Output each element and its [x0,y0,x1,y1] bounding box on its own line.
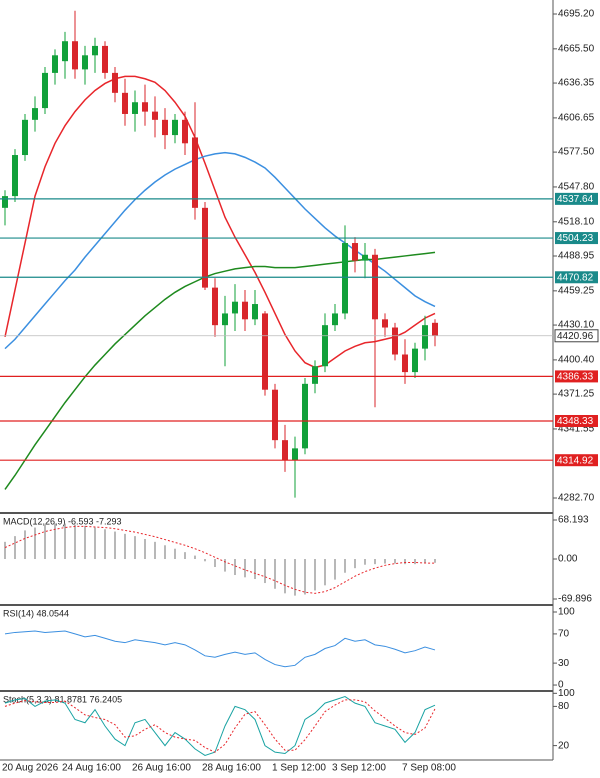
x-tick-label: 7 Sep 08:00 [402,763,456,774]
candle-body [262,313,268,390]
candle-body [92,45,98,56]
level-label: 4504.23 [557,233,594,244]
level-label-box [555,192,598,205]
x-tick-label: 3 Sep 12:00 [332,763,386,774]
candle-body [152,111,158,120]
indicator-line [4,696,436,756]
last-price-label: 4420.96 [557,331,594,342]
candle-body [352,243,358,261]
y-tick-label: 4665.50 [558,43,595,54]
candle-body [42,72,48,109]
y-tick-label: 4488.95 [558,251,595,262]
candle-body [362,254,368,261]
y-tick-label: 70 [558,629,570,640]
level-label: 4386.33 [557,372,594,383]
macd-signal [4,525,436,594]
y-tick-label: 20 [558,740,570,751]
y-tick-label: 4636.35 [558,78,595,89]
candle-body [82,55,88,70]
candle-body [12,155,18,197]
level-label-box [555,232,598,245]
candle-body [292,448,298,461]
level-label-box [555,271,598,284]
candle-body [222,313,228,326]
candle-body [52,55,58,73]
level-label: 4314.92 [557,455,594,466]
x-tick-label: 1 Sep 12:00 [272,763,326,774]
candle-body [162,119,168,136]
candle-body [172,119,178,136]
y-tick-label: 4606.65 [558,113,595,124]
candle-body [242,301,248,320]
y-tick-label: 100 [558,688,575,699]
candle-body [182,119,188,144]
candle-body [282,440,288,461]
y-tick-label: 30 [558,658,570,669]
x-tick-label: 26 Aug 16:00 [132,763,191,774]
y-tick-label: 4371.25 [558,389,595,400]
y-tick-label: 100 [558,607,575,618]
candle-body [22,119,28,156]
level-label: 4537.64 [557,194,594,205]
candle-body [62,41,68,62]
x-tick-label: 24 Aug 16:00 [62,763,121,774]
y-tick-label: -69.896 [558,594,592,605]
y-tick-label: 4518.10 [558,216,595,227]
candle-body [302,383,308,449]
candle-body [432,322,438,336]
candle-body [312,366,318,384]
panel-title: MACD(12,26,9) -6.593 -7.293 [3,516,122,526]
candle-body [122,92,128,114]
candle-body [332,313,338,326]
y-tick-label: 4577.50 [558,147,595,158]
y-tick-label: 0.00 [558,554,578,565]
candle-body [132,102,138,114]
x-tick-label: 28 Aug 16:00 [202,763,261,774]
y-tick-label: 4547.80 [558,182,595,193]
candle-body [202,207,208,288]
level-label-box [555,414,598,427]
candle-body [142,102,148,112]
indicator-line [4,630,436,668]
candle-body [212,287,218,326]
candle-body [342,243,348,314]
moving-average [4,75,436,369]
x-tick-label: 20 Aug 2026 [2,763,59,774]
y-tick-label: 0 [558,680,564,691]
panel-title: Stoch(5,3,3) 81.8781 76.2405 [3,694,122,704]
candle-body [192,137,198,208]
y-tick-label: 4341.55 [558,424,595,435]
y-tick-label: 4400.40 [558,355,595,366]
y-tick-label: 4430.10 [558,320,595,331]
candle-body [72,41,78,70]
candle-body [102,45,108,73]
y-tick-label: 80 [558,701,570,712]
level-label-box [555,370,598,383]
y-tick-label: 68.193 [558,515,589,526]
level-label: 4470.82 [557,272,594,283]
last-price-box [554,329,599,343]
candle-body [372,254,378,320]
candle-body [402,354,408,373]
candle-body [392,327,398,355]
candle-body [2,196,8,208]
candle-body [382,319,388,328]
candle-body [112,72,118,93]
y-tick-label: 4459.25 [558,285,595,296]
candle-body [412,348,418,373]
candle-body [32,108,38,120]
candle-body [272,389,278,441]
candle-body [422,325,428,349]
y-tick-label: 4695.20 [558,9,595,20]
candle-body [232,301,238,314]
y-tick-label: 4282.70 [558,493,595,504]
panel-title: RSI(14) 48.0544 [3,608,69,618]
candle-body [322,325,328,367]
level-label: 4348.33 [557,416,594,427]
level-label-box [555,454,598,467]
candle-body [252,304,258,320]
